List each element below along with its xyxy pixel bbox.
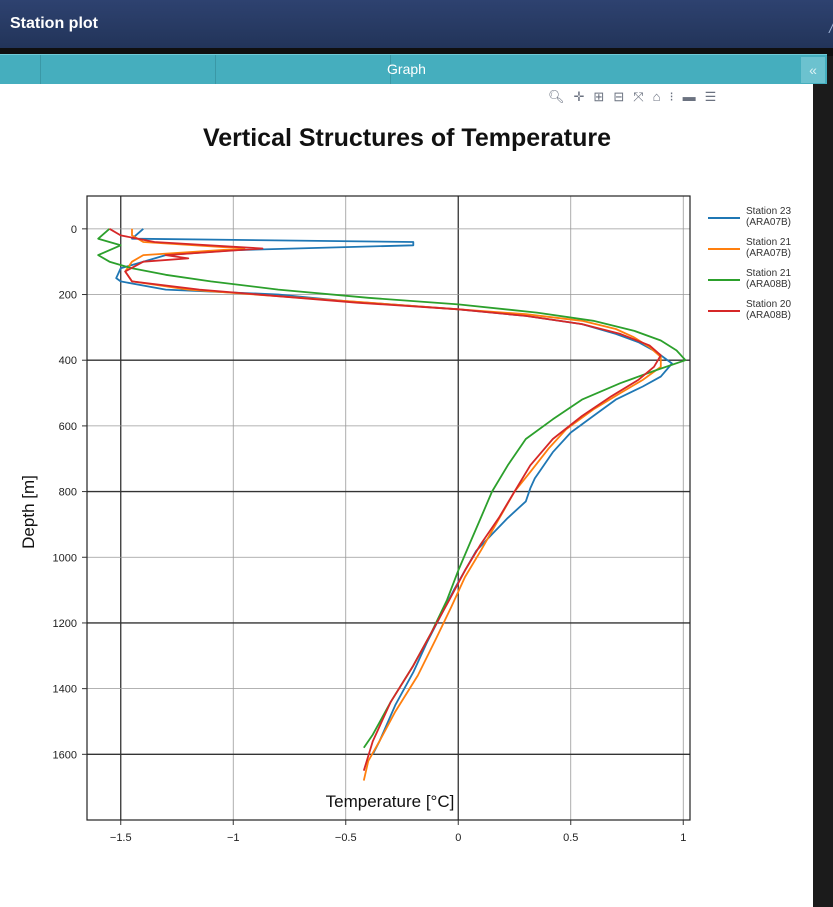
- series-line-4: [109, 228, 662, 771]
- spike-lines-icon[interactable]: ⁝: [669, 89, 674, 104]
- background-strip: [0, 48, 833, 56]
- legend-label-line: Station 21: [746, 237, 791, 248]
- legend-label: Station 21 (ARA07B): [746, 237, 791, 259]
- tab-graph-label: Graph: [387, 61, 426, 77]
- plot-area: [0, 84, 813, 907]
- legend-label: Station 23 (ARA07B): [746, 206, 791, 228]
- chart-title: Vertical Structures of Temperature: [203, 124, 611, 152]
- y-tick-label: 1000: [53, 552, 77, 564]
- x-tick-label: 0.5: [563, 832, 578, 844]
- y-tick-label: 800: [59, 487, 77, 499]
- series-line-3: [97, 228, 687, 749]
- modebar: 🔍︎ ✛ ⊞ ⊟ ⤧ ⌂ ⁝ ▬ ☰: [548, 88, 716, 106]
- series-lines: [97, 228, 687, 781]
- autoscale-icon[interactable]: ⤧: [633, 89, 644, 104]
- legend-label-line: (ARA08B): [746, 279, 791, 290]
- pan-icon[interactable]: ✛: [573, 89, 585, 104]
- y-tick-label: 1600: [53, 749, 77, 761]
- zoom-out-icon[interactable]: ⊟: [613, 89, 625, 104]
- x-tick-label: 0: [455, 832, 461, 844]
- x-tick-label: 1: [680, 832, 686, 844]
- legend-label: Station 20 (ARA08B): [746, 299, 791, 321]
- y-tick-label: 0: [71, 224, 77, 236]
- y-tick-label: 200: [59, 290, 77, 302]
- legend-label-line: (ARA07B): [746, 248, 791, 259]
- scrollbar[interactable]: [813, 84, 833, 907]
- zoom-in-icon[interactable]: ⊞: [593, 89, 605, 104]
- grid-lines: [87, 196, 690, 820]
- home-icon[interactable]: ⌂: [652, 89, 661, 104]
- legend-label-line: Station 23: [746, 206, 791, 217]
- titlebar-edge-glyph: /: [829, 20, 833, 36]
- y-axis-ticks: 0 200 400 600 800 1000 1200 1400 1600: [53, 224, 87, 761]
- legend-label-line: (ARA07B): [746, 217, 791, 228]
- y-tick-label: 1200: [53, 618, 77, 630]
- y-tick-label: 400: [59, 355, 77, 367]
- hover-closest-icon[interactable]: ▬: [682, 89, 696, 104]
- plot-frame: [86, 195, 691, 821]
- y-tick-label: 600: [59, 421, 77, 433]
- legend-label-line: Station 21: [746, 268, 791, 279]
- tab-divider: [390, 55, 391, 85]
- legend-label-line: Station 20: [746, 299, 791, 310]
- y-tick-label: 1400: [53, 684, 77, 696]
- x-axis-label: Temperature [°C]: [326, 792, 455, 811]
- x-tick-label: −0.5: [335, 832, 357, 844]
- x-tick-label: −1: [227, 832, 240, 844]
- zoom-icon[interactable]: 🔍︎: [548, 89, 565, 104]
- panel-close-icon[interactable]: «: [801, 57, 825, 83]
- hover-compare-icon[interactable]: ☰: [704, 89, 717, 104]
- x-tick-label: −1.5: [110, 832, 132, 844]
- chart-svg: Vertical Structures of Temperature −1.5−…: [19, 124, 791, 844]
- window-titlebar: Station plot /: [0, 0, 833, 48]
- chart-legend: Station 23 (ARA07B)Station 21 (ARA07B)Stat…: [708, 206, 791, 321]
- y-axis-label: Depth [m]: [19, 475, 38, 549]
- tab-graph[interactable]: Graph «: [0, 54, 827, 85]
- tab-divider: [215, 55, 216, 85]
- x-axis-ticks: −1.5 −1 −0.5 0 0.5 1: [110, 820, 686, 844]
- legend-label-line: (ARA08B): [746, 310, 791, 321]
- tab-divider: [40, 55, 41, 85]
- legend-label: Station 21 (ARA08B): [746, 268, 791, 290]
- window-title: Station plot: [10, 15, 98, 32]
